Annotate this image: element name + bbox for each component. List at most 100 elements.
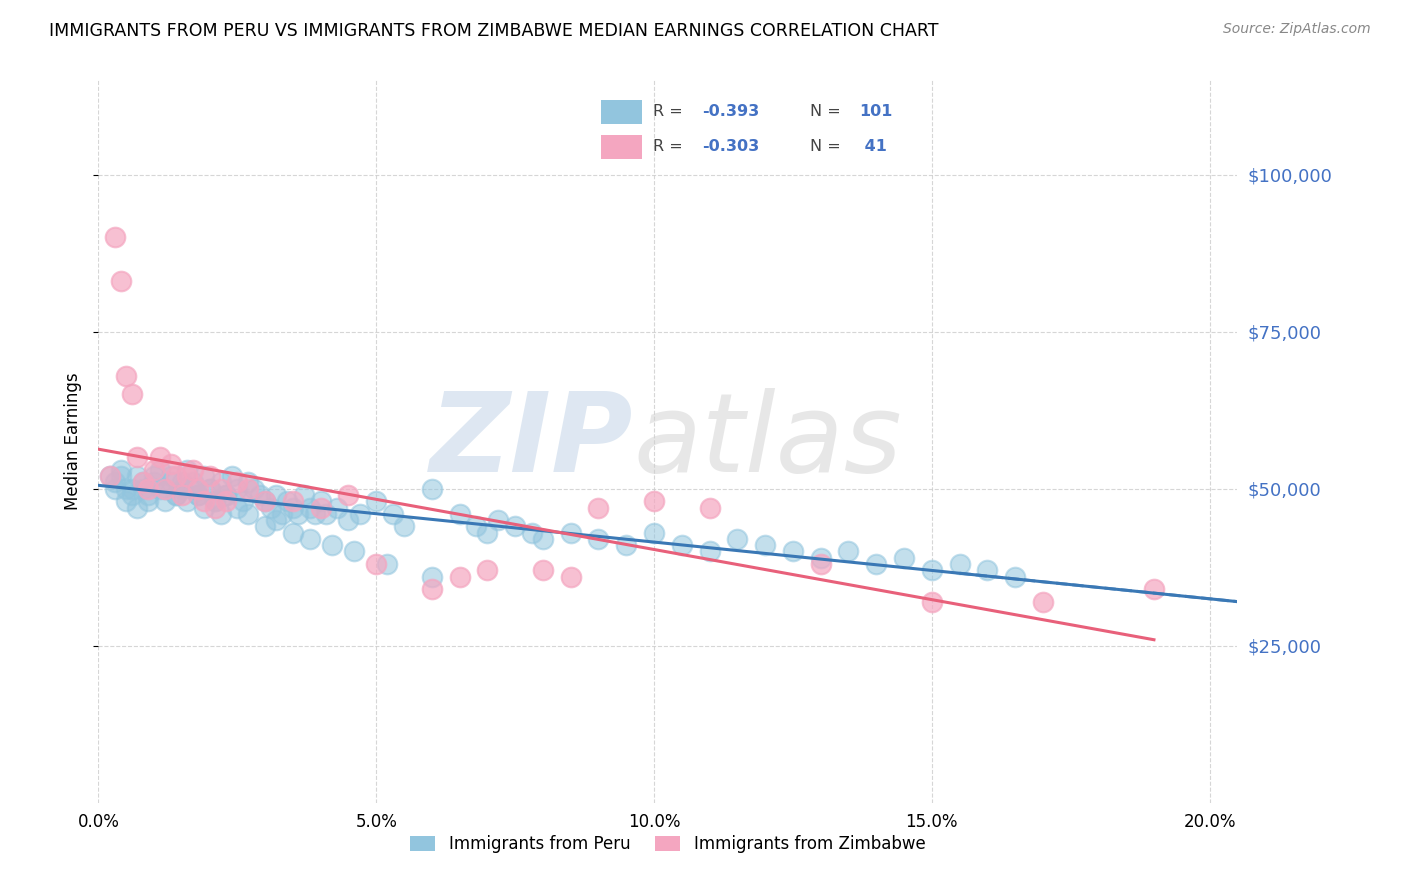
Point xyxy=(560,569,582,583)
Point xyxy=(226,482,249,496)
Point xyxy=(138,494,160,508)
Point xyxy=(115,494,138,508)
Point xyxy=(948,557,970,571)
Point xyxy=(276,494,298,508)
Point xyxy=(381,507,404,521)
Point xyxy=(153,482,176,496)
Point xyxy=(198,482,221,496)
Point xyxy=(249,488,271,502)
Point xyxy=(153,482,176,496)
Point xyxy=(810,557,832,571)
Y-axis label: Median Earnings: Median Earnings xyxy=(63,373,82,510)
Point xyxy=(110,463,132,477)
Point xyxy=(298,532,321,546)
Point xyxy=(238,482,260,496)
Point xyxy=(366,557,388,571)
Point xyxy=(215,494,238,508)
Point xyxy=(176,469,198,483)
Point xyxy=(104,230,127,244)
Point xyxy=(1143,582,1166,597)
Point xyxy=(254,494,277,508)
Point xyxy=(115,482,138,496)
Point xyxy=(115,368,138,383)
Text: 41: 41 xyxy=(859,139,887,153)
Point xyxy=(976,563,998,577)
Point xyxy=(449,569,471,583)
Point xyxy=(281,494,304,508)
Point xyxy=(181,482,204,496)
Point xyxy=(837,544,859,558)
Point xyxy=(110,469,132,483)
Point xyxy=(343,544,366,558)
Point xyxy=(232,494,254,508)
Text: Source: ZipAtlas.com: Source: ZipAtlas.com xyxy=(1223,22,1371,37)
Point xyxy=(121,488,143,502)
Point xyxy=(238,475,260,490)
Point xyxy=(170,475,193,490)
Point xyxy=(893,550,915,565)
Point xyxy=(477,525,499,540)
Point xyxy=(159,469,181,483)
Point xyxy=(588,532,610,546)
Point xyxy=(127,500,149,515)
Point xyxy=(1032,595,1054,609)
Point xyxy=(349,507,371,521)
Point xyxy=(148,450,170,465)
Point xyxy=(226,475,249,490)
Point xyxy=(921,595,943,609)
Point xyxy=(287,507,309,521)
Point xyxy=(264,488,287,502)
Text: ZIP: ZIP xyxy=(430,388,634,495)
Point xyxy=(198,469,221,483)
Point xyxy=(176,463,198,477)
Point xyxy=(193,500,215,515)
Point xyxy=(110,274,132,288)
Point xyxy=(531,563,554,577)
Text: N =: N = xyxy=(810,103,846,119)
Point xyxy=(337,488,360,502)
Point xyxy=(259,500,281,515)
Point xyxy=(209,475,232,490)
Point xyxy=(503,519,526,533)
Point xyxy=(264,513,287,527)
Point xyxy=(132,475,155,490)
Point xyxy=(337,513,360,527)
Point xyxy=(392,519,415,533)
Point xyxy=(486,513,509,527)
Point xyxy=(309,494,332,508)
Point xyxy=(298,500,321,515)
Point xyxy=(782,544,804,558)
Point xyxy=(238,507,260,521)
Point xyxy=(420,569,443,583)
Point xyxy=(243,482,266,496)
Point xyxy=(315,507,337,521)
Point xyxy=(304,507,326,521)
Point xyxy=(254,519,277,533)
Text: atlas: atlas xyxy=(634,388,903,495)
Point xyxy=(204,494,226,508)
Point xyxy=(170,482,193,496)
Point xyxy=(153,494,176,508)
Text: N =: N = xyxy=(810,139,846,153)
Point xyxy=(127,469,149,483)
Point xyxy=(226,500,249,515)
Point xyxy=(121,482,143,496)
Point xyxy=(193,494,215,508)
Point xyxy=(375,557,398,571)
Point xyxy=(281,500,304,515)
Point xyxy=(143,475,166,490)
Point xyxy=(671,538,693,552)
Text: 101: 101 xyxy=(859,103,893,119)
Point xyxy=(326,500,349,515)
Point xyxy=(193,469,215,483)
Text: -0.303: -0.303 xyxy=(702,139,759,153)
Point xyxy=(449,507,471,521)
Point xyxy=(560,525,582,540)
Point xyxy=(865,557,887,571)
FancyBboxPatch shape xyxy=(602,135,641,160)
Point xyxy=(221,469,243,483)
Point xyxy=(165,488,187,502)
Point xyxy=(520,525,543,540)
Point xyxy=(204,500,226,515)
Point xyxy=(477,563,499,577)
